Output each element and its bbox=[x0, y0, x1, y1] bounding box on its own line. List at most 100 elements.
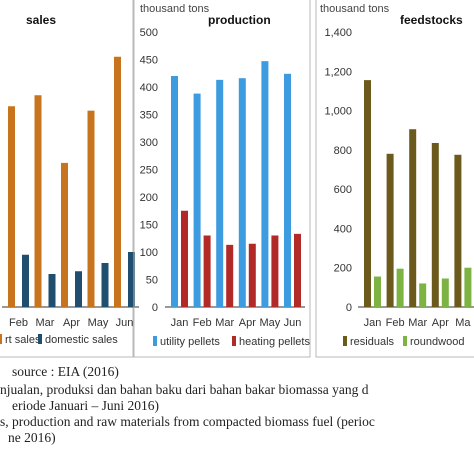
production-y-tick-label: 200 bbox=[140, 192, 158, 204]
feedstocks-bar-residuals-feb bbox=[386, 153, 394, 307]
sales-legend-label-domestic-sales: domestic sales bbox=[45, 334, 118, 346]
production-x-tick-label: Feb bbox=[193, 317, 212, 329]
feedstocks-y-tick-label: 600 bbox=[334, 184, 352, 196]
production-bar-utility-pellets-feb bbox=[193, 93, 201, 307]
feedstocks-legend-swatch-roundwood bbox=[403, 336, 407, 346]
production-x-tick-label: Mar bbox=[215, 317, 234, 329]
production-bar-heating-pellets-mar bbox=[226, 244, 234, 307]
sales-panel-border bbox=[0, 0, 134, 358]
production-legend: utility pellets heating pellets bbox=[153, 336, 310, 348]
production-bar-utility-pellets-jun bbox=[284, 73, 291, 307]
feedstocks-panel-border bbox=[315, 0, 474, 358]
production-y-tick-label: 100 bbox=[140, 247, 158, 259]
sales-bar-export-sales-apr bbox=[61, 162, 68, 307]
feedstocks-x-tick-label: Feb bbox=[386, 317, 405, 329]
sales-x-tick-label: Feb bbox=[9, 317, 28, 329]
sales-bar-domestic-sales-mar bbox=[48, 274, 56, 307]
sales-bar-domestic-sales-apr bbox=[75, 271, 82, 307]
feedstocks-bars bbox=[358, 80, 474, 308]
production-bar-heating-pellets-jun bbox=[294, 233, 301, 307]
feedstocks-y-tick-label: 800 bbox=[334, 145, 352, 157]
sales-legend-swatch-export-sales bbox=[0, 334, 2, 344]
production-panel-title: production bbox=[208, 13, 271, 27]
feedstocks-panel-title: feedstocks bbox=[400, 13, 463, 27]
caption-line-4: ne 2016) bbox=[8, 430, 56, 445]
feedstocks-y-tick-label: 200 bbox=[334, 263, 352, 275]
feedstocks-y-tick-label: 0 bbox=[346, 302, 352, 314]
sales-bars bbox=[2, 56, 139, 308]
sales-x-tick-label: Apr bbox=[63, 317, 80, 329]
production-x-tick-label: Jun bbox=[284, 317, 302, 329]
production-x-tick-labels: Jan Feb Mar Apr May Jun bbox=[171, 317, 302, 329]
feedstocks-bar-roundwood-may bbox=[464, 267, 472, 307]
production-legend-label-heating-pellets: heating pellets bbox=[239, 336, 310, 348]
feedstocks-bar-residuals-mar bbox=[409, 129, 417, 307]
production-y-tick-label: 500 bbox=[140, 27, 158, 39]
feedstocks-bar-roundwood-jan bbox=[374, 276, 381, 307]
production-bar-heating-pellets-feb bbox=[203, 235, 211, 307]
feedstocks-legend-label-roundwood: roundwood bbox=[410, 336, 464, 348]
feedstocks-y-tick-labels: 0 200 400 600 800 1,000 1,200 1,400 bbox=[324, 27, 352, 314]
production-y-tick-label: 450 bbox=[140, 55, 158, 67]
sales-panel: sales Feb Mar Apr May Jun rt sales domestic s… bbox=[0, 0, 139, 358]
production-legend-swatch-utility-pellets bbox=[153, 336, 157, 346]
production-y-tick-label: 350 bbox=[140, 110, 158, 122]
feedstocks-bar-residuals-jan bbox=[364, 80, 371, 307]
production-x-tick-label: Jan bbox=[171, 317, 189, 329]
production-y-tick-labels: 0 50 100 150 200 250 300 350 400 450 500 bbox=[140, 27, 158, 314]
sales-x-tick-label: Mar bbox=[36, 317, 55, 329]
production-y-tick-label: 300 bbox=[140, 137, 158, 149]
feedstocks-legend: residuals roundwood bbox=[343, 336, 464, 348]
production-y-tick-label: 50 bbox=[146, 275, 158, 287]
production-bar-utility-pellets-apr bbox=[238, 78, 246, 307]
feedstocks-legend-label-residuals: residuals bbox=[350, 336, 395, 348]
feedstocks-y-tick-label: 1,000 bbox=[324, 106, 352, 118]
sales-bar-export-sales-may bbox=[87, 110, 95, 308]
caption-line-2: eriode Januari – Juni 2016) bbox=[12, 398, 159, 413]
production-y-tick-label: 250 bbox=[140, 165, 158, 177]
production-panel-border bbox=[133, 0, 311, 358]
charts-area: sales Feb Mar Apr May Jun rt sales domestic s… bbox=[0, 0, 474, 358]
caption-line-1: njualan, produksi dan bahan baku dari ba… bbox=[0, 382, 369, 397]
production-y-tick-label: 400 bbox=[140, 82, 158, 94]
feedstocks-x-tick-label: Jan bbox=[364, 317, 382, 329]
feedstocks-x-tick-label: Mar bbox=[408, 317, 427, 329]
sales-legend-label-export-sales: rt sales bbox=[5, 334, 41, 346]
sales-bar-domestic-sales-feb bbox=[22, 254, 29, 307]
production-y-tick-label: 150 bbox=[140, 220, 158, 232]
feedstocks-legend-swatch-residuals bbox=[343, 336, 347, 346]
sales-bar-export-sales-jun bbox=[114, 56, 121, 307]
feedstocks-bar-residuals-may bbox=[454, 154, 462, 307]
sales-x-tick-label: May bbox=[88, 317, 109, 329]
production-legend-label-utility-pellets: utility pellets bbox=[160, 336, 220, 348]
feedstocks-y-tick-label: 400 bbox=[334, 223, 352, 235]
feedstocks-bar-roundwood-feb bbox=[396, 268, 404, 307]
feedstocks-x-tick-label: Apr bbox=[432, 317, 449, 329]
production-y-tick-label: 0 bbox=[152, 302, 158, 314]
sales-bar-export-sales-feb bbox=[8, 106, 15, 307]
production-bar-utility-pellets-mar bbox=[216, 79, 224, 307]
production-x-tick-label: May bbox=[260, 317, 281, 329]
feedstocks-y-unit: thousand tons bbox=[320, 3, 390, 15]
production-bars bbox=[165, 61, 305, 308]
sales-panel-title: sales bbox=[26, 13, 56, 27]
production-bar-heating-pellets-may bbox=[271, 235, 279, 307]
feedstocks-panel: thousand tons feedstocks 0 200 400 600 800 1,… bbox=[315, 0, 474, 358]
feedstocks-bar-roundwood-apr bbox=[441, 278, 449, 307]
sales-x-tick-label: Jun bbox=[116, 317, 134, 329]
feedstocks-x-tick-labels: Jan Feb Mar Apr Ma bbox=[364, 317, 472, 329]
feedstocks-y-tick-label: 1,200 bbox=[324, 66, 352, 78]
production-bar-heating-pellets-jan bbox=[181, 210, 188, 307]
production-x-tick-label: Apr bbox=[239, 317, 256, 329]
production-bar-heating-pellets-apr bbox=[248, 243, 256, 307]
sales-legend-swatch-domestic-sales bbox=[38, 334, 42, 344]
production-y-unit: thousand tons bbox=[140, 3, 210, 15]
production-bar-utility-pellets-jan bbox=[171, 76, 178, 307]
feedstocks-x-tick-label: Ma bbox=[455, 317, 471, 329]
feedstocks-bar-residuals-apr bbox=[431, 142, 439, 307]
production-panel: thousand tons production 0 50 100 150 200 250… bbox=[133, 0, 311, 358]
production-bar-utility-pellets-may bbox=[261, 61, 269, 308]
sales-x-tick-labels: Feb Mar Apr May Jun bbox=[9, 317, 133, 329]
sales-bar-domestic-sales-jun bbox=[128, 252, 135, 307]
sales-bar-domestic-sales-may bbox=[101, 263, 109, 307]
